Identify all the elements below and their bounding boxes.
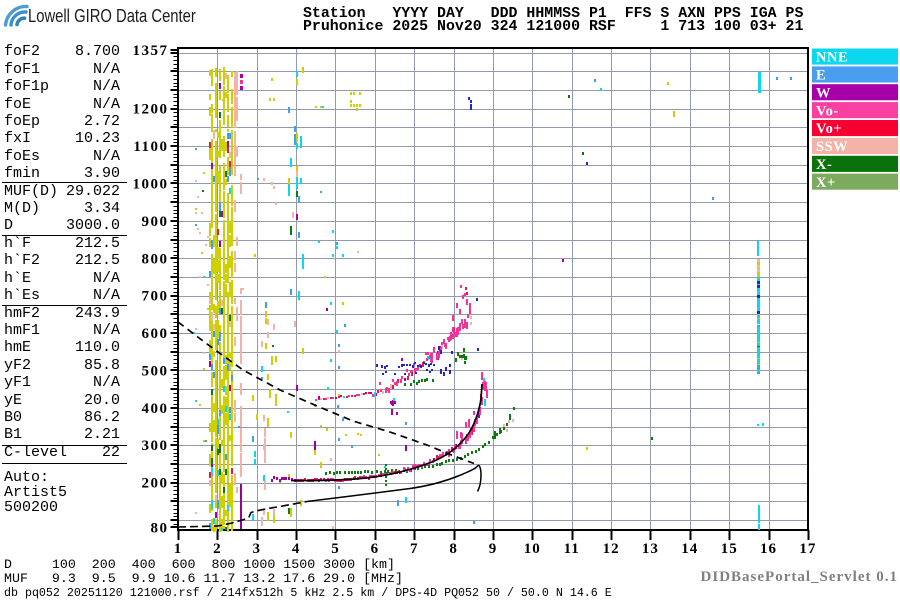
svg-text:5: 5 — [331, 541, 340, 557]
svg-text:DIDBasePortal_Servlet 0.1: DIDBasePortal_Servlet 0.1 — [701, 569, 898, 585]
svg-text:13: 13 — [642, 541, 659, 557]
svg-text:Vo+: Vo+ — [816, 121, 842, 137]
svg-text:17: 17 — [799, 541, 816, 557]
svg-text:1: 1 — [174, 541, 183, 557]
svg-text:2: 2 — [213, 541, 222, 557]
svg-text:8: 8 — [449, 541, 458, 557]
svg-text:6: 6 — [371, 541, 380, 557]
svg-text:E: E — [816, 68, 826, 84]
svg-text:16: 16 — [760, 541, 777, 557]
svg-text:700: 700 — [142, 289, 169, 305]
svg-text:W: W — [816, 86, 831, 102]
svg-text:Vo-: Vo- — [816, 103, 839, 119]
svg-text:11: 11 — [564, 541, 580, 557]
svg-text:800: 800 — [142, 251, 169, 267]
svg-text:10: 10 — [524, 541, 541, 557]
svg-text:7: 7 — [410, 541, 419, 557]
svg-text:1357: 1357 — [133, 43, 169, 59]
svg-text:4: 4 — [292, 541, 301, 557]
svg-text:X+: X+ — [816, 175, 836, 191]
svg-text:500: 500 — [142, 363, 169, 379]
svg-text:12: 12 — [603, 541, 620, 557]
svg-text:1100: 1100 — [133, 139, 168, 155]
svg-text:14: 14 — [681, 541, 698, 557]
svg-text:SSW: SSW — [816, 139, 848, 155]
svg-text:15: 15 — [721, 541, 738, 557]
svg-text:1200: 1200 — [133, 102, 169, 118]
svg-text:1000: 1000 — [133, 177, 169, 193]
svg-text:80: 80 — [151, 521, 169, 537]
svg-text:200: 200 — [142, 476, 169, 492]
svg-text:9: 9 — [489, 541, 498, 557]
svg-text:300: 300 — [142, 438, 169, 454]
svg-text:NNE: NNE — [816, 50, 848, 66]
svg-text:3: 3 — [252, 541, 261, 557]
svg-text:400: 400 — [142, 401, 169, 417]
svg-text:X-: X- — [816, 157, 832, 173]
svg-text:900: 900 — [142, 214, 169, 230]
svg-text:600: 600 — [142, 326, 169, 342]
